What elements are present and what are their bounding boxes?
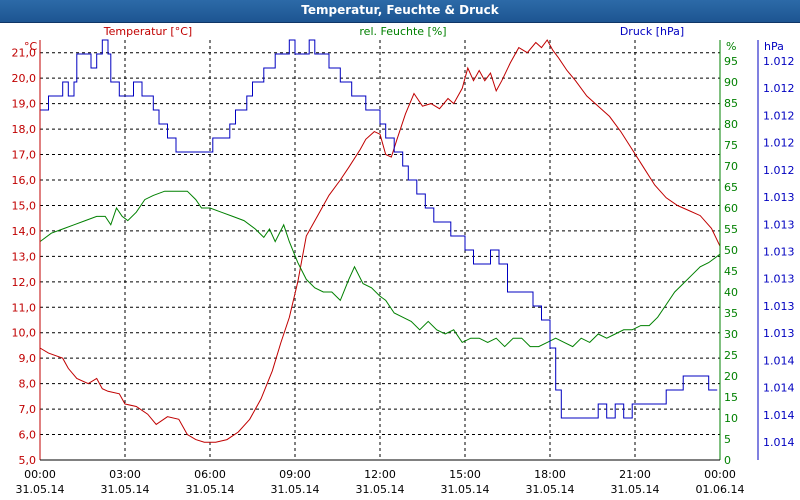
- y-right-tick-label: 45: [724, 265, 738, 278]
- y-right-tick-label: 80: [724, 118, 738, 131]
- y-pressure-tick-label: 1.014: [763, 354, 795, 367]
- y-left-tick-label: 12,0: [12, 276, 37, 289]
- y-pressure-tick-label: 1.014: [763, 436, 795, 449]
- y-left-tick-label: 13,0: [12, 250, 37, 263]
- legend: Temperatur [°C] rel. Feuchte [%] Druck [hP…: [103, 25, 684, 38]
- x-tick-time-label: 00:00: [24, 468, 56, 481]
- y-pressure-tick-label: 1.012: [763, 109, 795, 122]
- y-right-tick-label: 95: [724, 55, 738, 68]
- x-tick-date-label: 31.05.14: [526, 483, 575, 496]
- y-pressure-tick-label: 1.013: [763, 327, 795, 340]
- y-right-tick-label: 0: [724, 454, 731, 467]
- x-tick-time-label: 15:00: [449, 468, 481, 481]
- legend-entry: Druck [hPa]: [620, 25, 684, 38]
- pressure-line: [40, 39, 718, 419]
- y-pressure-tick-label: 1.013: [763, 300, 795, 313]
- y-left-tick-label: 6,0: [19, 429, 37, 442]
- y-right-tick-label: 65: [724, 181, 738, 194]
- y-pressure-tick-label: 1.013: [763, 273, 795, 286]
- x-tick-date-label: 31.05.14: [356, 483, 405, 496]
- y-pressure-tick-label: 1.013: [763, 191, 795, 204]
- legend-entry: rel. Feuchte [%]: [359, 25, 446, 38]
- y-right-tick-label: 25: [724, 349, 738, 362]
- x-tick-time-label: 06:00: [194, 468, 226, 481]
- y-left-tick-label: 17,0: [12, 149, 37, 162]
- y-pressure-tick-label: 1.012: [763, 82, 795, 95]
- series-layer: [39, 39, 721, 443]
- y-right-tick-label: 90: [724, 76, 738, 89]
- y-right-tick-label: 20: [724, 370, 738, 383]
- humidity-line: [39, 190, 721, 348]
- y-right-tick-label: 50: [724, 244, 738, 257]
- y-pressure-tick-label: 1.013: [763, 246, 795, 259]
- y-left-tick-label: 16,0: [12, 174, 37, 187]
- chart-title: Temperatur, Feuchte & Druck: [301, 3, 499, 17]
- y-pressure-tick-label: 1.012: [763, 55, 795, 68]
- x-tick-date-label: 31.05.14: [16, 483, 65, 496]
- y-left-tick-label: 15,0: [12, 199, 37, 212]
- y-right-tick-label: 5: [724, 433, 731, 446]
- x-tick-date-label: 31.05.14: [186, 483, 235, 496]
- pressure-unit-label: hPa: [764, 40, 784, 53]
- x-tick-time-label: 21:00: [619, 468, 651, 481]
- x-tick-time-label: 00:00: [704, 468, 736, 481]
- y-left-tick-label: 20,0: [12, 72, 37, 85]
- y-right-tick-label: 55: [724, 223, 738, 236]
- y-pressure-tick-label: 1.014: [763, 409, 795, 422]
- y-pressure-tick-label: 1.013: [763, 218, 795, 231]
- x-tick-date-label: 31.05.14: [271, 483, 320, 496]
- y-right-tick-label: 15: [724, 391, 738, 404]
- y-pressure-tick-label: 1.012: [763, 164, 795, 177]
- y-right-tick-label: 85: [724, 97, 738, 110]
- title-bar: Temperatur, Feuchte & Druck: [0, 0, 800, 23]
- legend-entry: Temperatur [°C]: [103, 25, 192, 38]
- y-left-tick-label: 10,0: [12, 327, 37, 340]
- x-tick-date-label: 01.06.14: [696, 483, 745, 496]
- y-right-tick-label: 75: [724, 139, 738, 152]
- y-right-tick-label: 60: [724, 202, 738, 215]
- y-left-tick-label: 14,0: [12, 225, 37, 238]
- x-tick-date-label: 31.05.14: [441, 483, 490, 496]
- y-left-tick-label: 7,0: [19, 403, 37, 416]
- x-tick-date-label: 31.05.14: [611, 483, 660, 496]
- right-unit-label: %: [726, 40, 736, 53]
- grid-lines: [40, 40, 720, 461]
- y-left-tick-label: 8,0: [19, 378, 37, 391]
- y-right-tick-label: 30: [724, 328, 738, 341]
- y-left-tick-label: 9,0: [19, 352, 37, 365]
- x-tick-date-label: 31.05.14: [101, 483, 150, 496]
- left-unit-label: °C: [24, 40, 38, 53]
- y-right-tick-label: 35: [724, 307, 738, 320]
- x-tick-time-label: 12:00: [364, 468, 396, 481]
- y-left-tick-label: 18,0: [12, 123, 37, 136]
- y-left-tick-label: 19,0: [12, 98, 37, 111]
- x-tick-time-label: 03:00: [109, 468, 141, 481]
- y-right-tick-label: 40: [724, 286, 738, 299]
- y-left-tick-label: 11,0: [12, 301, 37, 314]
- axes: 00:00 31.05.14 03:00 31.05.14 06:00 31.05.14 0…: [12, 40, 795, 496]
- y-pressure-tick-label: 1.014: [763, 382, 795, 395]
- y-pressure-tick-label: 1.012: [763, 137, 795, 150]
- y-right-tick-label: 10: [724, 412, 738, 425]
- x-tick-time-label: 18:00: [534, 468, 566, 481]
- y-left-tick-label: 5,0: [19, 454, 37, 467]
- y-right-tick-label: 70: [724, 160, 738, 173]
- y-left-tick-label: 21,0: [12, 47, 37, 60]
- x-tick-time-label: 09:00: [279, 468, 311, 481]
